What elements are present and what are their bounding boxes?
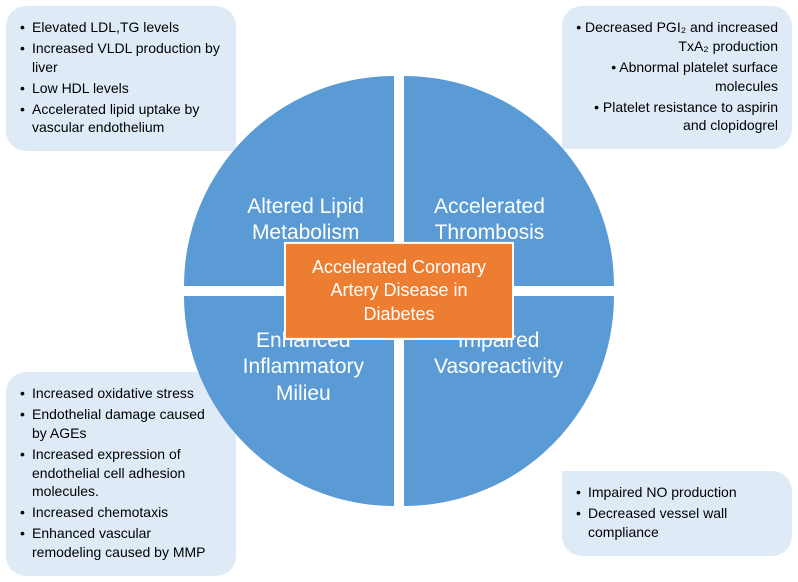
list-item: Increased VLDL production by liver bbox=[20, 39, 222, 77]
quadrant-label: Accelerated Thrombosis bbox=[434, 194, 545, 247]
list-item: Elevated LDL,TG levels bbox=[20, 18, 222, 37]
quadrant-label: Altered Lipid Metabolism bbox=[247, 194, 364, 247]
list-item: Decreased vessel wall compliance bbox=[576, 504, 778, 542]
center-title-line: Artery Disease in bbox=[330, 280, 467, 300]
diagram-container: Elevated LDL,TG levels Increased VLDL pr… bbox=[0, 0, 798, 582]
list-item: Enhanced vascular remodeling caused by M… bbox=[20, 524, 222, 562]
center-title-line: Accelerated Coronary bbox=[312, 257, 486, 277]
list-item: Increased chemotaxis bbox=[20, 503, 222, 522]
center-title-box: Accelerated Coronary Artery Disease in D… bbox=[284, 242, 514, 340]
center-title-line: Diabetes bbox=[363, 304, 434, 324]
list-item: • Decreased PGI₂ and increased TxA₂ prod… bbox=[576, 18, 778, 56]
